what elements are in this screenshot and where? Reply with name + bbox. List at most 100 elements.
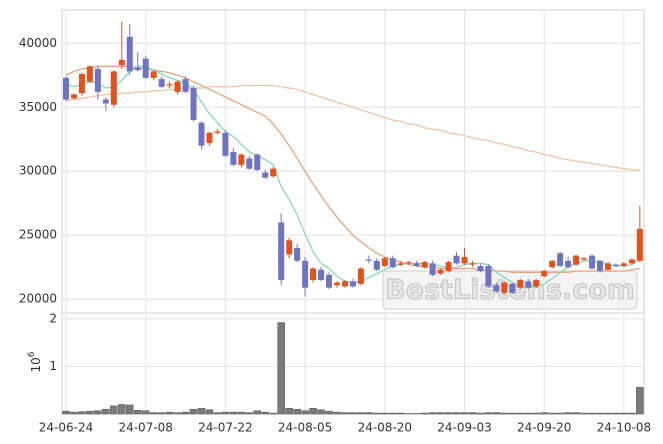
volume-bar bbox=[460, 412, 469, 415]
candle-body bbox=[405, 262, 412, 264]
candle-body bbox=[581, 258, 588, 260]
volume-bar bbox=[349, 412, 357, 415]
x-tick-label: 24-08-05 bbox=[278, 421, 332, 435]
volume-bar bbox=[333, 411, 341, 415]
x-tick-label: 24-07-22 bbox=[198, 421, 252, 435]
volume-bar bbox=[612, 412, 620, 415]
volume-bar bbox=[365, 412, 373, 415]
volume-bar bbox=[492, 412, 501, 415]
candle-body bbox=[589, 255, 596, 269]
volume-bar bbox=[229, 411, 238, 415]
volume-bar bbox=[149, 412, 158, 415]
volume-bar bbox=[325, 410, 333, 415]
volume-bar bbox=[253, 410, 262, 415]
volume-bar bbox=[133, 409, 142, 415]
candle-body bbox=[413, 263, 420, 266]
volume-bar bbox=[500, 412, 509, 415]
candle-body bbox=[596, 260, 603, 272]
candle-body bbox=[437, 269, 444, 274]
volume-bar bbox=[62, 410, 70, 415]
volume-bar bbox=[277, 322, 285, 415]
volume-bar bbox=[221, 411, 230, 415]
volume-bar bbox=[94, 410, 102, 415]
x-tick-label: 24-09-20 bbox=[517, 421, 571, 435]
candle-body bbox=[222, 132, 229, 156]
moving-average-line bbox=[65, 84, 640, 171]
volume-bar bbox=[86, 410, 94, 415]
volume-bar bbox=[420, 412, 429, 415]
candle-body bbox=[110, 71, 117, 105]
candle-body bbox=[349, 281, 356, 287]
candle-body bbox=[493, 285, 500, 292]
x-tick-label: 24-06-24 bbox=[39, 421, 93, 435]
volume-bar bbox=[580, 412, 588, 415]
volume-bar bbox=[357, 412, 365, 415]
candle-body bbox=[158, 79, 165, 87]
volume-bar bbox=[78, 411, 86, 415]
volume-bar bbox=[102, 408, 110, 415]
candle-body bbox=[318, 269, 325, 281]
volume-bar bbox=[181, 411, 190, 415]
volume-bar bbox=[604, 412, 612, 415]
candle-body bbox=[477, 265, 484, 272]
candle-body bbox=[278, 222, 285, 281]
candle-body bbox=[198, 122, 205, 146]
x-tick-label: 24-09-03 bbox=[437, 421, 491, 435]
volume-bar bbox=[548, 412, 556, 415]
candle-body bbox=[573, 255, 580, 265]
volume-bar bbox=[468, 412, 477, 415]
candle-body bbox=[485, 265, 492, 287]
candle-body bbox=[86, 66, 93, 82]
candle-body bbox=[557, 253, 564, 266]
volume-axis-label: 106 bbox=[27, 351, 43, 372]
volume-bar bbox=[636, 387, 644, 415]
candle-body bbox=[63, 77, 69, 100]
volume-bar bbox=[141, 410, 150, 415]
volume-bar bbox=[189, 408, 198, 415]
volume-bar bbox=[110, 405, 118, 415]
volume-bar bbox=[620, 412, 628, 415]
volume-bar bbox=[516, 412, 525, 415]
volume-bar bbox=[428, 412, 437, 415]
candle-body bbox=[612, 264, 619, 266]
candle-body bbox=[541, 271, 548, 277]
candle-body bbox=[533, 280, 540, 287]
candle-body bbox=[238, 154, 245, 165]
candle-body bbox=[365, 259, 372, 261]
volume-bar bbox=[484, 412, 493, 415]
ylabel-exponent: 6 bbox=[27, 351, 37, 357]
y-tick-label: 40000 bbox=[19, 36, 57, 50]
volume-bar bbox=[285, 408, 293, 415]
volume-bar bbox=[118, 404, 126, 415]
volume-bar bbox=[444, 412, 453, 415]
candle-body bbox=[190, 88, 197, 121]
candle-body bbox=[469, 263, 476, 265]
candle-body bbox=[294, 248, 301, 261]
y-tick-label: 35000 bbox=[19, 100, 57, 114]
x-tick-label: 24-10-08 bbox=[597, 421, 651, 435]
volume-bar bbox=[205, 409, 214, 415]
candle-body bbox=[604, 263, 611, 270]
candle-body bbox=[389, 258, 396, 268]
candle-body bbox=[166, 84, 173, 86]
candle-body bbox=[373, 260, 380, 270]
candle-body bbox=[333, 282, 340, 286]
volume-bar bbox=[564, 412, 572, 415]
watermark-text: BestListens.com bbox=[385, 275, 635, 306]
x-tick-label: 24-08-20 bbox=[358, 421, 412, 435]
y-tick-label: 25000 bbox=[19, 228, 57, 242]
candle-body bbox=[270, 168, 277, 177]
candle-body bbox=[286, 240, 293, 255]
candle-body bbox=[501, 282, 508, 293]
y-tick-label: 2 bbox=[49, 311, 57, 325]
candle-body bbox=[230, 152, 237, 165]
volume-bar bbox=[389, 412, 397, 415]
volume-bar bbox=[157, 412, 166, 415]
volume-bar bbox=[165, 411, 174, 415]
candle-body bbox=[174, 81, 181, 92]
volume-bar bbox=[628, 412, 636, 415]
marks bbox=[62, 21, 644, 415]
candle-body bbox=[326, 274, 333, 288]
candle-body bbox=[246, 158, 253, 169]
